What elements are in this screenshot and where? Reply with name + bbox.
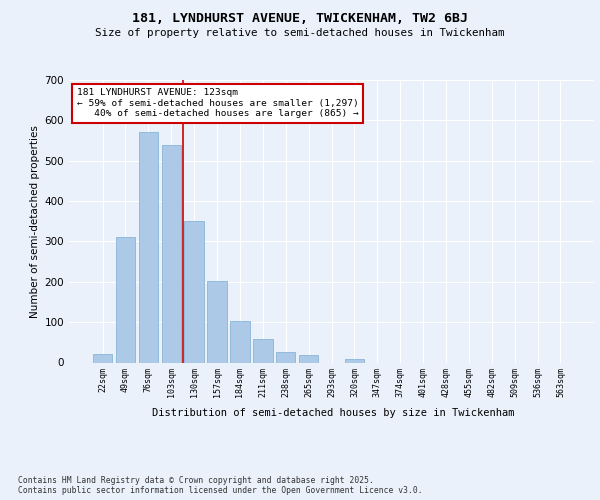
Bar (230, 321, 250, 362)
Y-axis label: Number of semi-detached properties: Number of semi-detached properties (31, 125, 40, 318)
Text: Contains HM Land Registry data © Crown copyright and database right 2025.
Contai: Contains HM Land Registry data © Crown c… (18, 476, 422, 495)
Text: Distribution of semi-detached houses by size in Twickenham: Distribution of semi-detached houses by … (152, 408, 514, 418)
Bar (344, 359, 364, 362)
Bar (116, 237, 135, 362)
Text: Size of property relative to semi-detached houses in Twickenham: Size of property relative to semi-detach… (95, 28, 505, 38)
Bar (253, 340, 272, 362)
Bar (208, 281, 227, 362)
Bar (93, 354, 112, 362)
Bar (276, 352, 295, 362)
Bar (299, 355, 319, 362)
Text: 181 LYNDHURST AVENUE: 123sqm
← 59% of semi-detached houses are smaller (1,297)
 : 181 LYNDHURST AVENUE: 123sqm ← 59% of se… (77, 88, 359, 118)
Bar (139, 132, 158, 362)
Text: 181, LYNDHURST AVENUE, TWICKENHAM, TW2 6BJ: 181, LYNDHURST AVENUE, TWICKENHAM, TW2 6… (132, 12, 468, 26)
Bar (161, 146, 181, 362)
Bar (184, 221, 204, 362)
